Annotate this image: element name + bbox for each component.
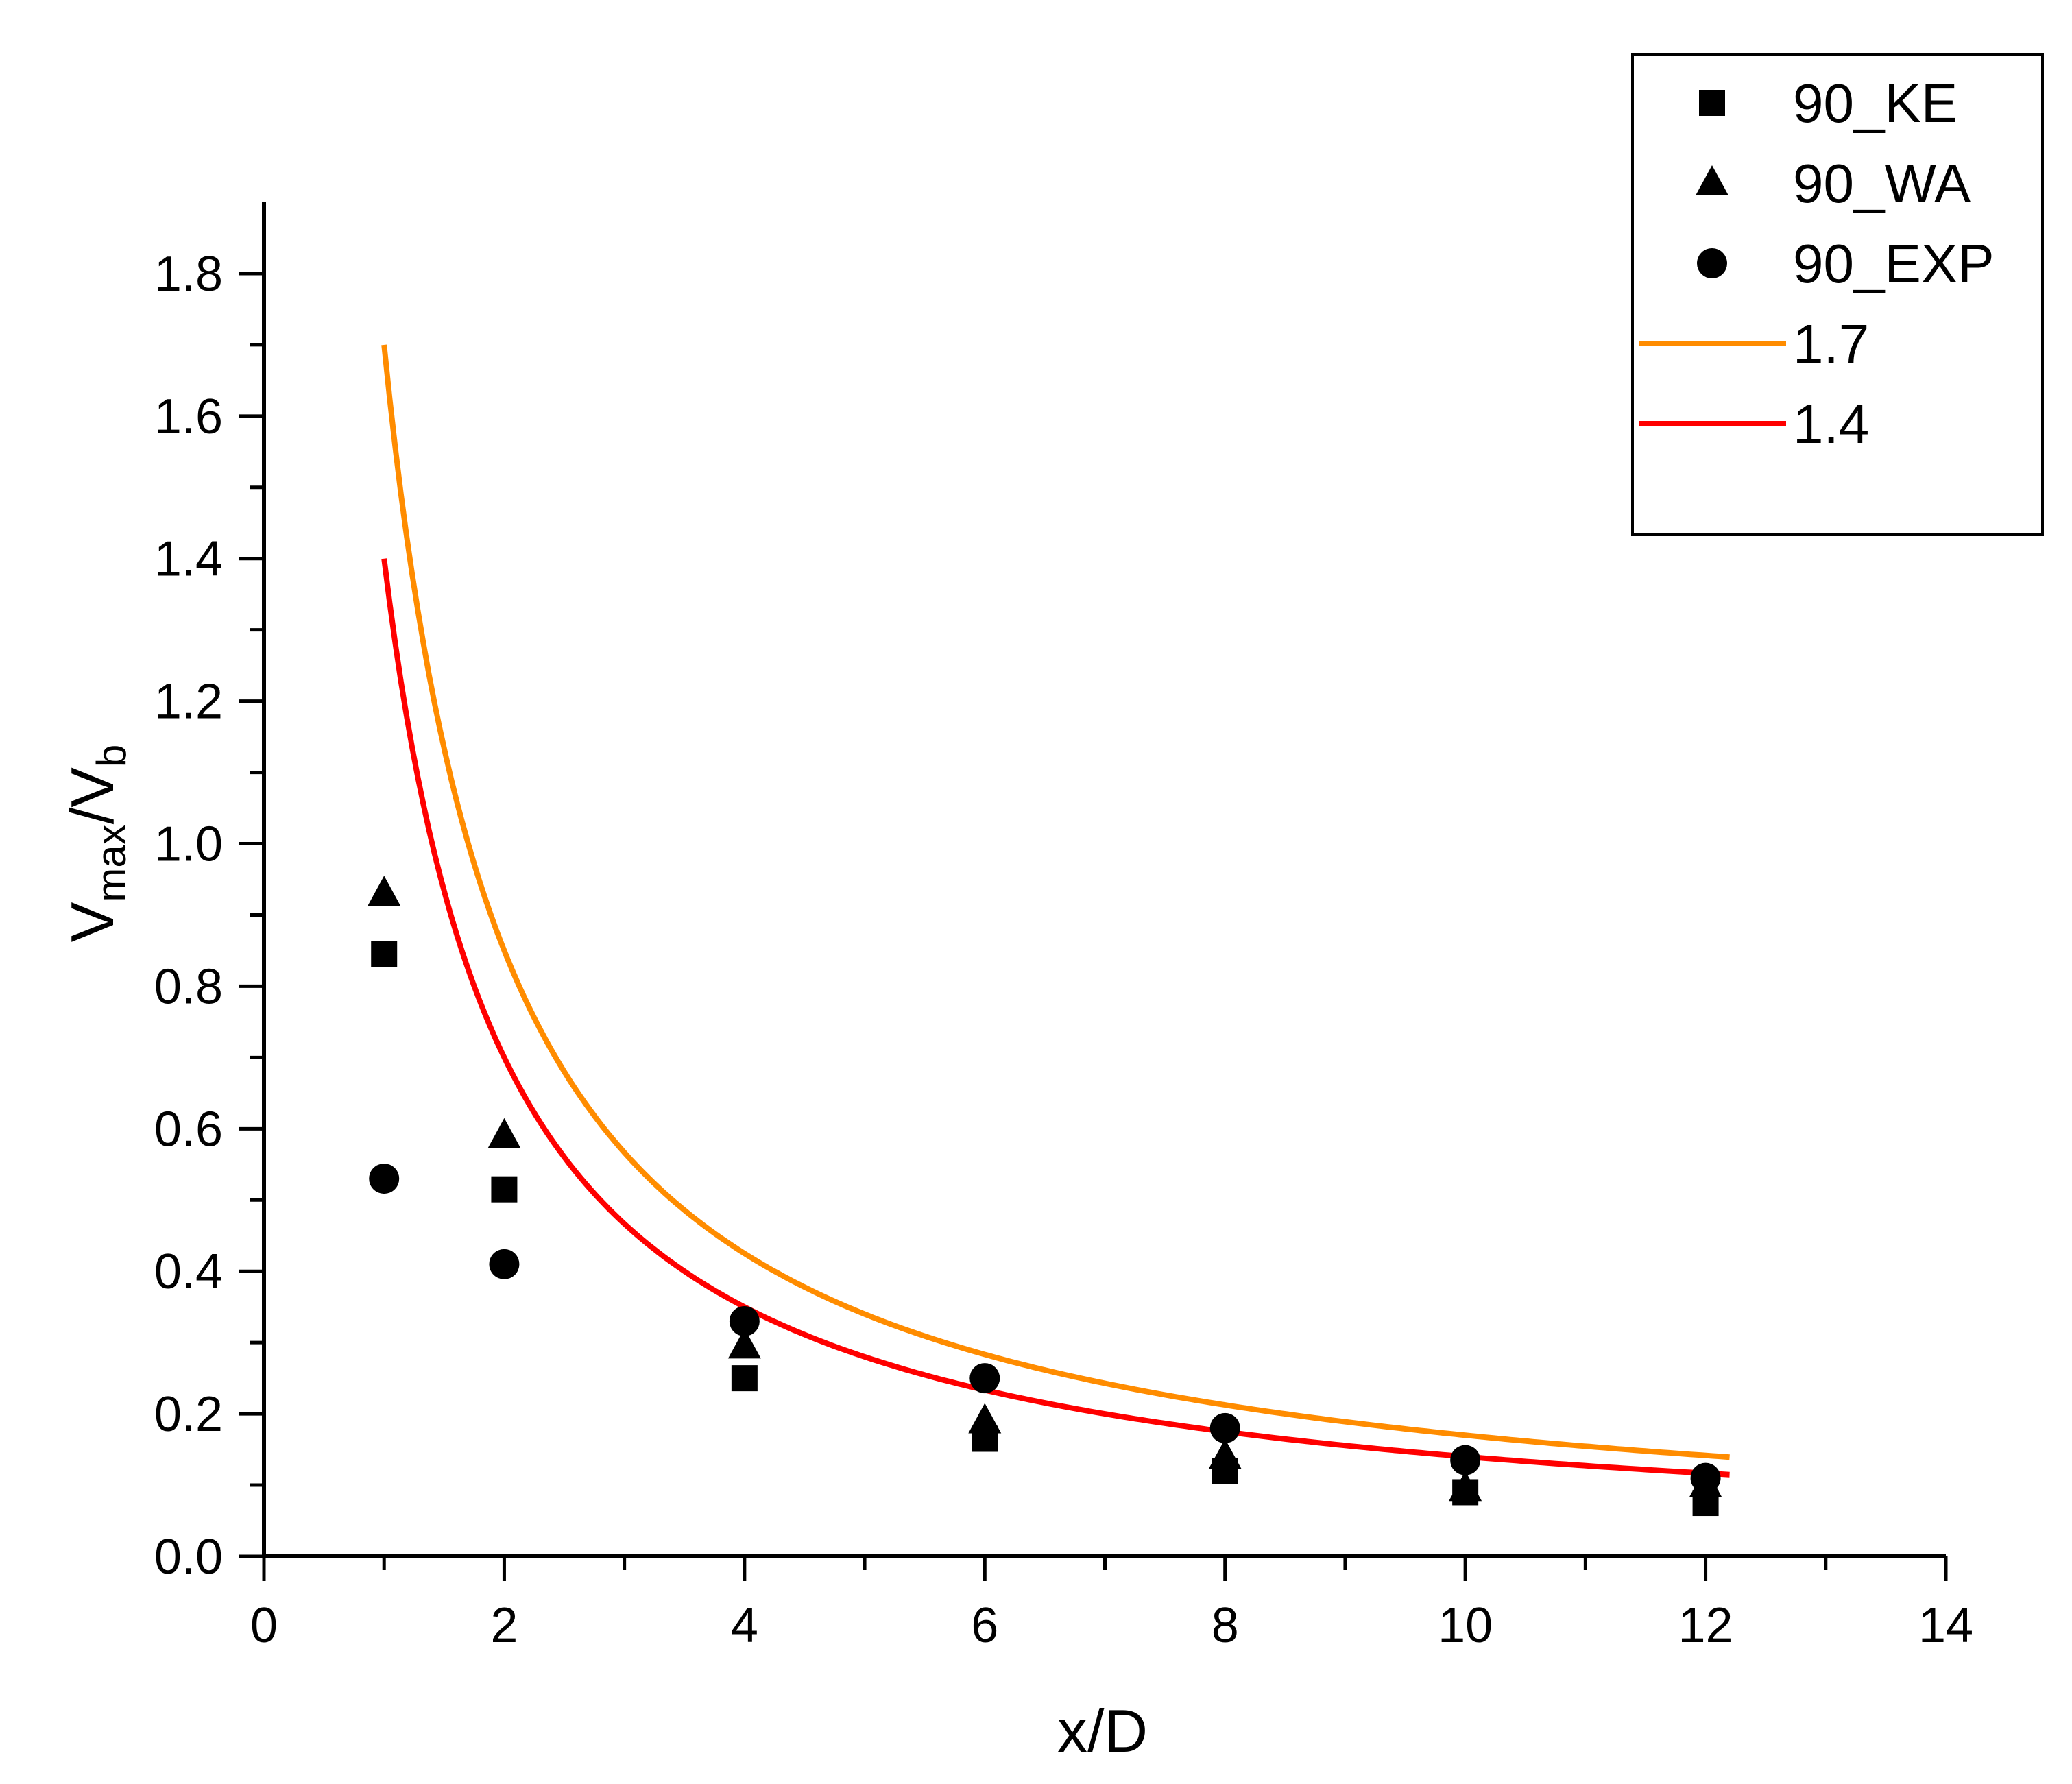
point-90_EXP (969, 1363, 1000, 1394)
x-tick-label: 8 (1212, 1598, 1239, 1653)
point-90_KE (491, 1176, 518, 1203)
y-tick-label: 0.2 (154, 1387, 223, 1442)
legend-symbol-90_WA (1696, 165, 1728, 195)
y-axis-title: Vmax/Vb (58, 745, 134, 943)
point-90_WA (968, 1403, 1002, 1434)
legend-symbol-90_EXP (1697, 248, 1727, 278)
y-tick-label: 1.6 (154, 389, 223, 444)
point-90_EXP (729, 1305, 760, 1336)
markers-layer (368, 876, 1722, 1517)
y-tick-label: 0.6 (154, 1102, 223, 1157)
x-tick-label: 2 (490, 1598, 518, 1653)
point-90_WA (487, 1118, 521, 1148)
y-axis-title-sub1: max (88, 824, 134, 902)
x-tick-label: 0 (250, 1598, 278, 1653)
point-90_EXP (1450, 1445, 1481, 1475)
curve-1.4 (381, 558, 1730, 1478)
legend-box (1631, 53, 2044, 536)
legend-label: 1.7 (1793, 313, 1869, 374)
legend-label: 90_EXP (1793, 233, 1995, 294)
point-90_WA (1208, 1438, 1242, 1469)
x-tick-label: 14 (1918, 1598, 1973, 1653)
curve-1.7 (381, 344, 1730, 1460)
point-90_EXP (489, 1249, 520, 1279)
legend-label: 90_KE (1793, 73, 1957, 134)
y-tick-label: 0.0 (154, 1530, 223, 1584)
legend: 90_KE 90_WA 90_EXP 1.7 1.4 (1631, 53, 2044, 536)
point-90_KE (371, 941, 398, 967)
point-90_KE (731, 1365, 758, 1392)
y-axis-title-main: V (58, 902, 126, 942)
point-90_WA (368, 876, 401, 906)
y-axis-title-sub2: b (88, 745, 134, 767)
point-90_WA (1449, 1471, 1482, 1502)
legend-items: 90_KE 90_WA 90_EXP 1.7 1.4 (1639, 73, 1995, 455)
point-90_EXP (1209, 1412, 1240, 1443)
x-tick-label: 6 (971, 1598, 998, 1653)
x-axis-title: x/D (1057, 1697, 1148, 1765)
y-tick-label: 1.2 (154, 675, 223, 730)
y-tick-label: 1.8 (154, 247, 223, 302)
y-ticks: 0.0 0.2 0.4 0.6 0.8 1.0 1.2 1.4 1.6 1.8 (154, 247, 264, 1584)
y-tick-label: 1.4 (154, 532, 223, 587)
x-tick-label: 10 (1438, 1598, 1493, 1653)
legend-label: 1.4 (1793, 394, 1869, 455)
axes-layer: 0 2 4 6 8 10 12 14 0.0 0.2 0.4 0.6 0.8 1.0 1.2 1.4 1.6 1… (154, 202, 1973, 1653)
y-tick-label: 1.0 (154, 817, 223, 872)
legend-symbol-90_KE (1699, 90, 1725, 116)
legend-label: 90_WA (1793, 153, 1971, 214)
x-ticks: 0 2 4 6 8 10 12 14 (250, 1556, 1973, 1653)
point-90_EXP (1690, 1462, 1721, 1493)
y-axis-title-sep: /V (58, 767, 126, 824)
x-tick-label: 4 (731, 1598, 758, 1653)
x-tick-label: 12 (1678, 1598, 1733, 1653)
y-tick-label: 0.8 (154, 959, 223, 1014)
y-tick-label: 0.4 (154, 1244, 223, 1299)
point-90_WA (727, 1328, 761, 1359)
point-90_EXP (369, 1164, 400, 1194)
lines-layer (381, 344, 1730, 1478)
